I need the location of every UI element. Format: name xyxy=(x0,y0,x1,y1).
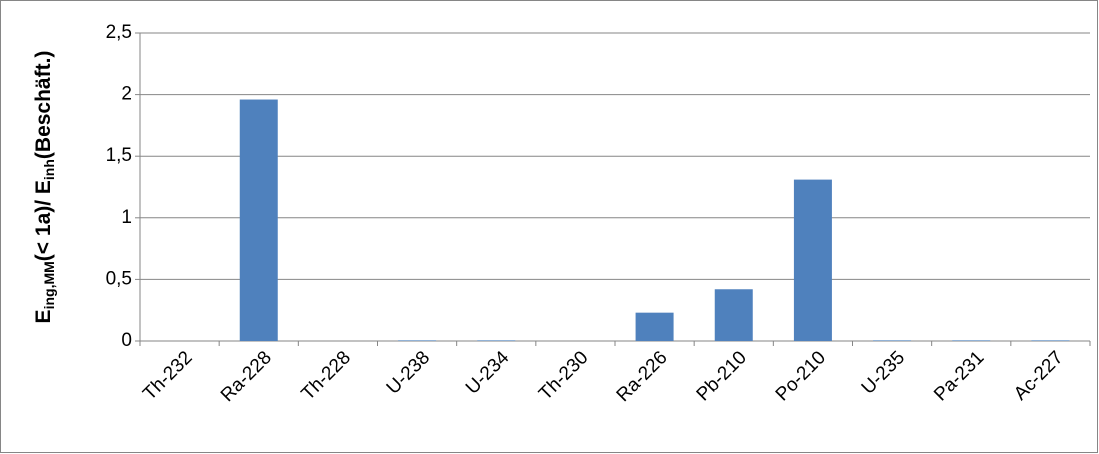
y-axis-label-part: (Beschäft.) xyxy=(32,51,55,160)
bar xyxy=(714,289,753,341)
y-axis-label-part: ing,MM xyxy=(41,261,57,309)
y-tick-label: 0,5 xyxy=(106,268,132,289)
y-axis-label-part: (< 1a)/ E xyxy=(32,180,55,261)
y-tick-label: 0 xyxy=(121,330,132,351)
y-axis-label-part: inh xyxy=(41,159,57,180)
y-tick-label: 2,5 xyxy=(106,22,132,43)
bar xyxy=(398,340,437,341)
bar xyxy=(635,312,674,341)
bar xyxy=(873,340,912,341)
bar xyxy=(1031,340,1070,341)
y-axis-label: Eing,MM(< 1a)/ Einh(Beschäft.) xyxy=(32,51,57,324)
y-tick-label: 1,5 xyxy=(106,145,132,166)
y-axis-label-part: E xyxy=(32,309,55,323)
bar xyxy=(239,99,278,341)
bar xyxy=(793,179,832,341)
y-tick-label: 1 xyxy=(121,207,132,228)
bar xyxy=(952,340,991,341)
y-tick-label: 2 xyxy=(121,84,132,105)
bar xyxy=(477,340,516,341)
